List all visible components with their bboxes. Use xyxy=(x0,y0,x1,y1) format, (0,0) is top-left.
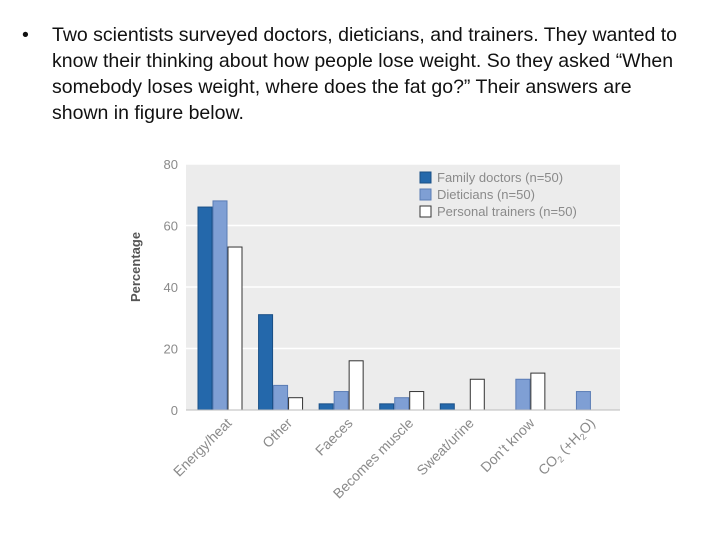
category-label: Don’t know xyxy=(477,414,538,475)
y-tick-label: 20 xyxy=(164,342,178,357)
slide-paragraph: Two scientists surveyed doctors, dietici… xyxy=(52,24,678,124)
category-label: Other xyxy=(259,415,295,451)
category-label: Sweat/urine xyxy=(413,415,477,479)
bar xyxy=(379,403,395,411)
chart-container: 0 20 40 60 80 Percentage Energy/heat Other Faece… xyxy=(118,150,638,520)
category-label: Faeces xyxy=(312,415,356,459)
bar xyxy=(197,206,213,411)
y-tick-label: 60 xyxy=(164,219,178,234)
slide-bullet-text: • Two scientists surveyed doctors, dieti… xyxy=(22,22,682,126)
bar xyxy=(394,397,410,411)
bar xyxy=(409,391,425,411)
bar xyxy=(258,314,274,411)
bar xyxy=(273,384,289,411)
bar-chart: 0 20 40 60 80 Percentage Energy/heat Other Faece… xyxy=(128,157,620,501)
bar xyxy=(227,246,243,411)
legend-label: Personal trainers (n=50) xyxy=(437,204,577,219)
bar xyxy=(469,378,485,411)
category-label: CO2 (+H2O) xyxy=(535,415,600,480)
legend-label: Dieticians (n=50) xyxy=(437,187,535,202)
y-tick-label: 0 xyxy=(171,403,178,418)
legend-label: Family doctors (n=50) xyxy=(437,170,563,185)
y-tick-label: 40 xyxy=(164,280,178,295)
bar xyxy=(288,397,304,411)
bullet-marker: • xyxy=(22,24,29,46)
legend-swatch xyxy=(419,171,432,184)
bar xyxy=(530,372,546,411)
bar xyxy=(212,200,228,411)
y-tick-label: 80 xyxy=(164,157,178,172)
legend-swatch xyxy=(419,188,432,201)
bar xyxy=(439,403,455,411)
bar xyxy=(515,378,531,411)
bar xyxy=(333,391,349,411)
legend-swatch xyxy=(419,205,432,218)
bar xyxy=(348,360,364,411)
y-axis-label: Percentage xyxy=(128,232,143,302)
bar xyxy=(318,403,334,411)
category-label: Energy/heat xyxy=(170,415,235,480)
bar xyxy=(575,391,591,411)
